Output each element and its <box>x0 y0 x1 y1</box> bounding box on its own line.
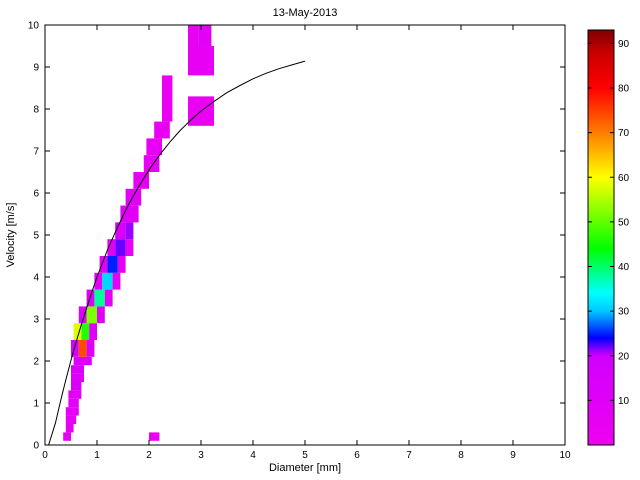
svg-text:80: 80 <box>618 84 630 95</box>
x-axis-label: Diameter [mm] <box>269 462 341 474</box>
svg-text:3: 3 <box>198 450 204 461</box>
svg-text:4: 4 <box>33 273 39 284</box>
svg-text:3: 3 <box>33 315 39 326</box>
svg-text:1: 1 <box>94 450 100 461</box>
svg-text:4: 4 <box>250 450 256 461</box>
svg-text:10: 10 <box>618 396 630 407</box>
svg-text:30: 30 <box>618 307 630 318</box>
svg-text:0: 0 <box>33 441 39 452</box>
svg-text:6: 6 <box>33 189 39 200</box>
terminal-velocity-curve <box>48 60 306 446</box>
axes: 0 1 2 3 4 5 6 7 8 9 10 0 1 2 3 4 5 6 7 8 9 10 <box>28 21 571 462</box>
svg-text:2: 2 <box>33 357 39 368</box>
colorbar: 10 20 30 40 50 60 70 80 90 <box>587 29 630 446</box>
svg-text:1: 1 <box>33 399 39 410</box>
svg-text:10: 10 <box>559 450 571 461</box>
svg-text:60: 60 <box>618 173 630 184</box>
svg-text:5: 5 <box>302 450 308 461</box>
svg-text:7: 7 <box>406 450 412 461</box>
y-axis-label: Velocity [m/s] <box>5 203 17 268</box>
svg-text:10: 10 <box>28 21 40 32</box>
svg-text:8: 8 <box>33 105 39 116</box>
svg-text:70: 70 <box>618 128 630 139</box>
svg-text:9: 9 <box>510 450 516 461</box>
svg-text:90: 90 <box>618 39 630 50</box>
svg-text:2: 2 <box>146 450 152 461</box>
svg-text:50: 50 <box>618 217 630 228</box>
heatmap-cells <box>63 25 214 441</box>
svg-text:7: 7 <box>33 147 39 158</box>
svg-text:0: 0 <box>42 450 48 461</box>
svg-text:40: 40 <box>618 262 630 273</box>
svg-text:6: 6 <box>354 450 360 461</box>
svg-text:20: 20 <box>618 351 630 362</box>
svg-text:8: 8 <box>458 450 464 461</box>
chart-title: 13-May-2013 <box>273 7 338 19</box>
svg-text:9: 9 <box>33 63 39 74</box>
svg-text:5: 5 <box>33 231 39 242</box>
